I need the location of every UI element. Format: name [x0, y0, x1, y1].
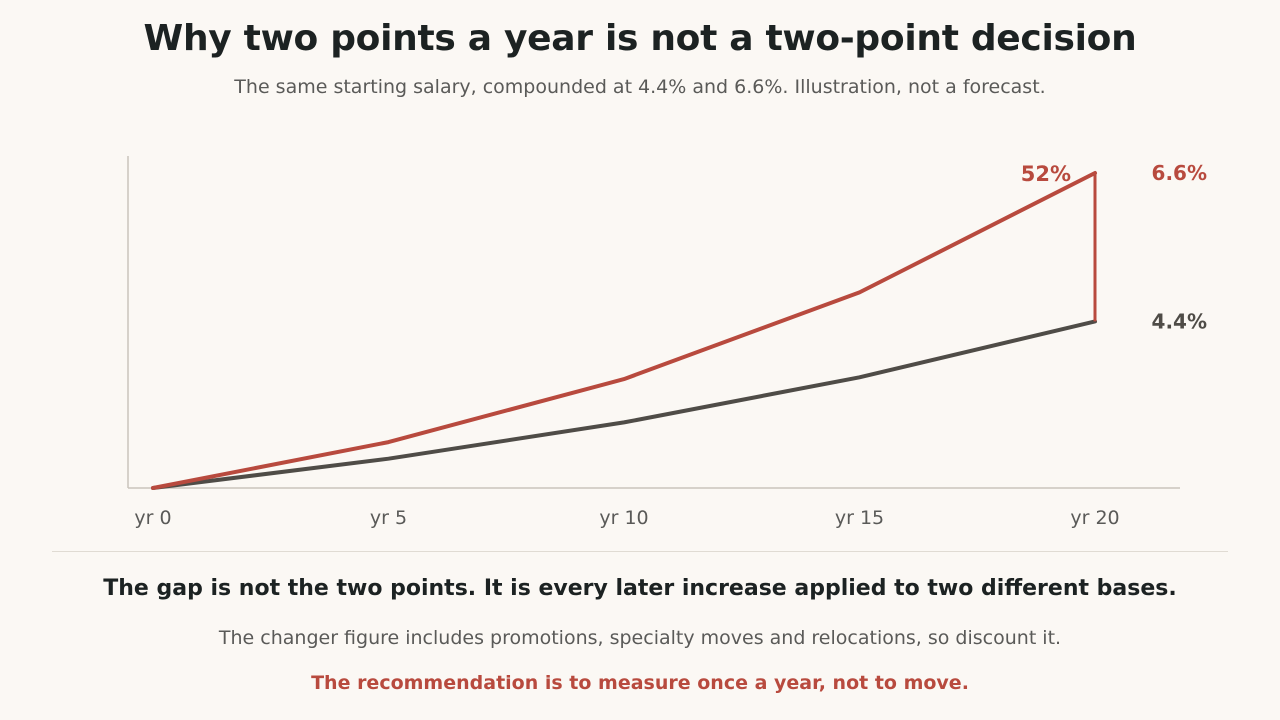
page-subtitle: The same starting salary, compounded at …: [234, 76, 1046, 98]
key-takeaway: The gap is not the two points. It is eve…: [103, 576, 1177, 601]
page-title: Why two points a year is not a two-point…: [143, 18, 1137, 59]
section-divider: [52, 551, 1228, 552]
gap-annotation: 52%: [1021, 162, 1097, 322]
x-tick-label: yr 20: [1070, 507, 1119, 529]
x-tick-label: yr 5: [370, 507, 407, 529]
x-tick-label: yr 0: [134, 507, 171, 529]
gap-percent-label: 52%: [1021, 162, 1071, 186]
x-tick-labels: yr 0 yr 5 yr 10 yr 15 yr 20: [134, 507, 1119, 529]
series-lines: [151, 171, 1097, 490]
x-tick-label: yr 15: [835, 507, 884, 529]
x-tick-label: yr 10: [599, 507, 648, 529]
recommendation-note: The recommendation is to measure once a …: [311, 672, 969, 694]
series-line-high-rate: [151, 171, 1097, 490]
series-line-low-rate: [151, 319, 1097, 490]
series-end-labels: 6.6% 4.4%: [1152, 161, 1207, 333]
series-end-label-high-rate: 6.6%: [1152, 161, 1207, 185]
caveat-note: The changer figure includes promotions, …: [218, 627, 1062, 649]
series-end-label-low-rate: 4.4%: [1152, 309, 1207, 333]
